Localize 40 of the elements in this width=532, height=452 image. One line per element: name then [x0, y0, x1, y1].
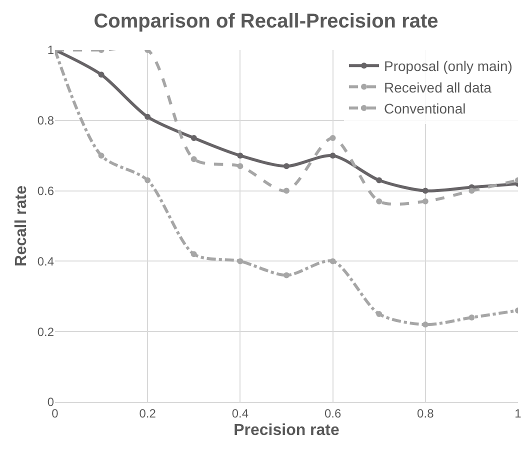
point: [422, 188, 428, 194]
legend-label: Proposal (only main): [384, 58, 512, 74]
point: [237, 258, 244, 264]
x-tick-label: 0.4: [232, 406, 249, 420]
point: [237, 152, 244, 159]
point: [376, 177, 382, 184]
point: [330, 135, 336, 141]
point: [468, 188, 475, 194]
point: [422, 198, 428, 204]
point: [144, 114, 151, 120]
y-tick-label: 0.8: [37, 114, 54, 128]
point: [284, 272, 290, 278]
point: [190, 156, 197, 162]
x-tick-label: 0.8: [417, 406, 434, 420]
point: [98, 72, 104, 78]
legend-label: Conventional: [384, 100, 466, 116]
point: [144, 177, 151, 184]
y-tick-label: 0.6: [37, 184, 54, 198]
point: [330, 258, 336, 264]
point: [284, 188, 290, 194]
point: [98, 152, 104, 159]
point: [376, 198, 382, 204]
point: [284, 163, 290, 170]
x-tick-label: 1: [514, 406, 522, 420]
point: [237, 163, 244, 170]
x-axis-title: Precision rate: [234, 422, 340, 440]
y-tick-label: 0.4: [37, 254, 54, 268]
y-tick-label: 1: [47, 43, 54, 58]
y-tick-label: 0: [47, 395, 54, 410]
point: [468, 314, 475, 321]
y-axis-title: Recall rate: [13, 185, 30, 266]
x-tick-label: 0.2: [139, 406, 156, 420]
legend-label: Received all data: [384, 79, 492, 96]
point: [190, 135, 197, 141]
point: [376, 311, 382, 317]
chart-title: Comparison of Recall-Precision rate: [94, 10, 438, 33]
point: [330, 152, 336, 159]
y-tick-label: 0.2: [37, 324, 54, 339]
x-tick-label: 0.6: [324, 406, 342, 420]
point: [190, 251, 197, 258]
